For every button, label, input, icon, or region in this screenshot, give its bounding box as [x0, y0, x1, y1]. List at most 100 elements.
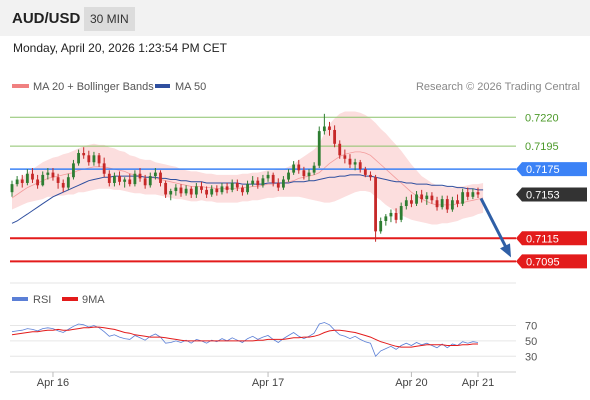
candle [251, 176, 255, 187]
candle-body [82, 153, 86, 156]
candle [113, 172, 116, 187]
candle [92, 151, 96, 166]
candle-body [251, 180, 255, 185]
candle [36, 174, 40, 189]
candle [56, 173, 60, 189]
candle-body [102, 163, 106, 174]
candle [256, 177, 260, 189]
candle-body [348, 158, 352, 165]
candle-body [425, 195, 429, 200]
candle [369, 171, 372, 181]
candle-body [435, 200, 439, 208]
candle-body [194, 186, 198, 195]
candle-body [476, 192, 480, 195]
last-price-tag [516, 187, 587, 202]
candle [338, 140, 342, 159]
candle-body [256, 180, 260, 186]
rsi-legend: RSI 9MA [12, 294, 105, 306]
candle [225, 182, 229, 194]
candle [133, 170, 137, 187]
candle [445, 195, 449, 213]
candle [317, 126, 321, 168]
candle-body [56, 177, 60, 183]
candle [420, 189, 424, 203]
candle-body [445, 199, 449, 210]
candle [450, 196, 454, 212]
candle [271, 172, 275, 187]
candle [302, 166, 306, 180]
candle [399, 202, 403, 223]
candle-body [292, 164, 296, 173]
candle [189, 186, 193, 198]
candle-body [246, 184, 249, 193]
candle-body [184, 188, 188, 194]
candle [123, 177, 127, 188]
candle-body [374, 177, 377, 232]
candle [287, 169, 290, 182]
x-tick-label: Apr 21 [462, 377, 494, 389]
candle-body [363, 169, 367, 175]
support-level-label: 0.7095 [526, 256, 560, 268]
candle [72, 159, 75, 180]
candle [276, 178, 280, 192]
candle [425, 192, 429, 205]
candle-body [164, 182, 168, 195]
rsi-panel: 70 50 30 [10, 321, 537, 363]
candle-body [266, 174, 270, 179]
candle [466, 187, 470, 201]
candle [384, 214, 388, 226]
candle-body [148, 176, 152, 186]
candle-body [328, 126, 331, 130]
candle [328, 121, 331, 136]
candle-body [430, 195, 434, 201]
candle-body [220, 186, 224, 193]
candle [456, 194, 459, 208]
candle [333, 125, 337, 148]
candle-body [138, 173, 142, 179]
candle [246, 180, 249, 195]
candle [184, 185, 188, 196]
candle [307, 169, 311, 181]
candle-body [276, 182, 280, 188]
timeframe-badge[interactable]: 30 MIN [84, 7, 135, 31]
candle-body [317, 131, 321, 166]
candle-body [461, 192, 465, 204]
candle [15, 176, 19, 187]
candle [389, 209, 393, 223]
candle-body [133, 173, 137, 185]
candle [174, 184, 178, 196]
ma50-legend-swatch [155, 84, 170, 88]
candle-body [281, 179, 285, 188]
candles [10, 113, 480, 242]
level-labels: 0.7220 0.7195 0.7175 0.7115 0.7095 0.7153 [516, 112, 587, 269]
candle [363, 166, 367, 178]
candle-body [15, 179, 19, 185]
bollinger-bands [12, 111, 484, 225]
candle [46, 167, 50, 180]
candle [358, 159, 362, 173]
candle-body [189, 188, 193, 195]
legend: MA 20 + Bollinger Bands MA 50 Research ©… [12, 81, 580, 93]
candle-body [61, 182, 65, 188]
candle-body [210, 188, 214, 195]
header-bar: AUD/USD 30 MIN [0, 0, 590, 36]
candle-body [113, 176, 116, 183]
pivot-level-label: 0.7175 [526, 164, 560, 176]
candle [169, 188, 173, 201]
candle-body [107, 173, 111, 183]
candle-body [25, 173, 29, 183]
rsi-level-label: 30 [525, 351, 537, 363]
candle [77, 149, 80, 166]
candle-body [343, 155, 347, 159]
candle [102, 157, 106, 178]
candle [87, 150, 91, 166]
rsi-level-label: 50 [525, 336, 537, 348]
credit-label: Research © 2026 Trading Central [416, 81, 580, 93]
candle-body [271, 174, 275, 183]
candle-body [297, 164, 301, 171]
candle-body [72, 163, 75, 178]
candle-body [36, 179, 40, 186]
candle-body [261, 178, 265, 186]
rsi-ma-legend-label: 9MA [82, 294, 105, 306]
candle [241, 185, 244, 196]
